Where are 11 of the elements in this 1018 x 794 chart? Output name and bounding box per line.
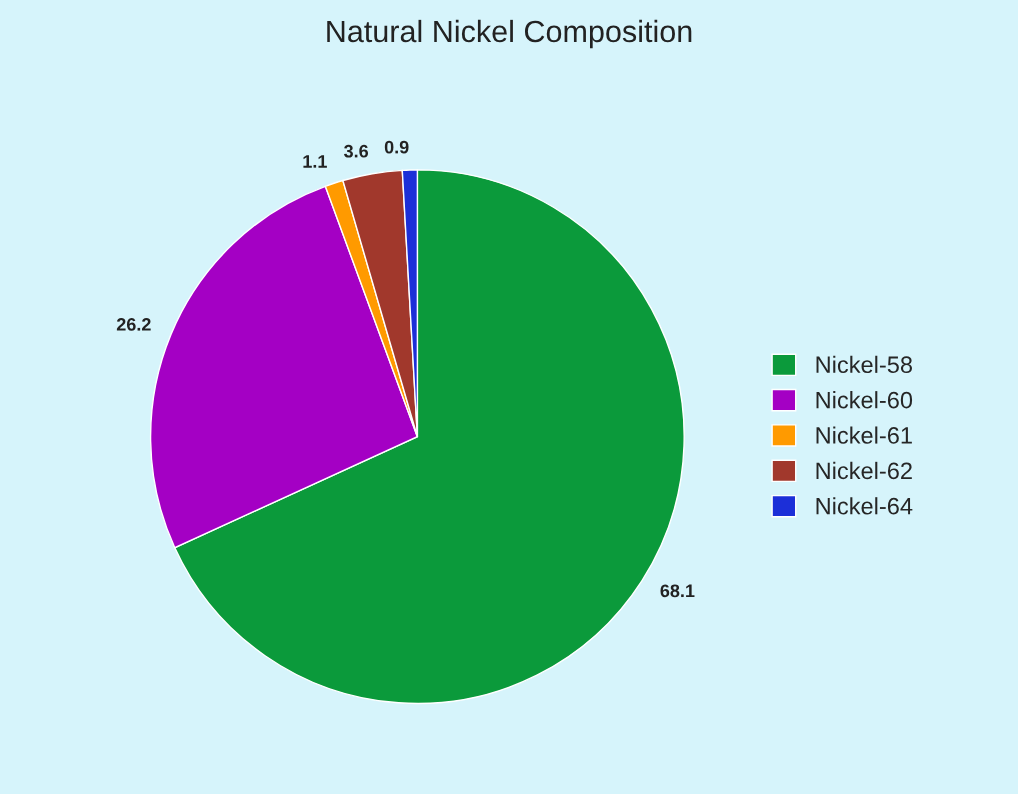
data-label: 68.1 <box>660 584 695 598</box>
legend-label: Nickel-60 <box>816 391 913 409</box>
data-label: 1.1 <box>303 155 327 168</box>
data-label: 3.6 <box>344 144 369 158</box>
legend-label: Nickel-61 <box>816 426 912 444</box>
chart-title: Natural Nickel Composition <box>327 19 692 49</box>
legend-label: Nickel-58 <box>816 355 912 374</box>
legend-label: Nickel-62 <box>816 461 912 480</box>
data-label: 0.9 <box>384 140 409 154</box>
data-label: 26.2 <box>116 317 151 331</box>
legend-label: Nickel-64 <box>816 497 913 515</box>
